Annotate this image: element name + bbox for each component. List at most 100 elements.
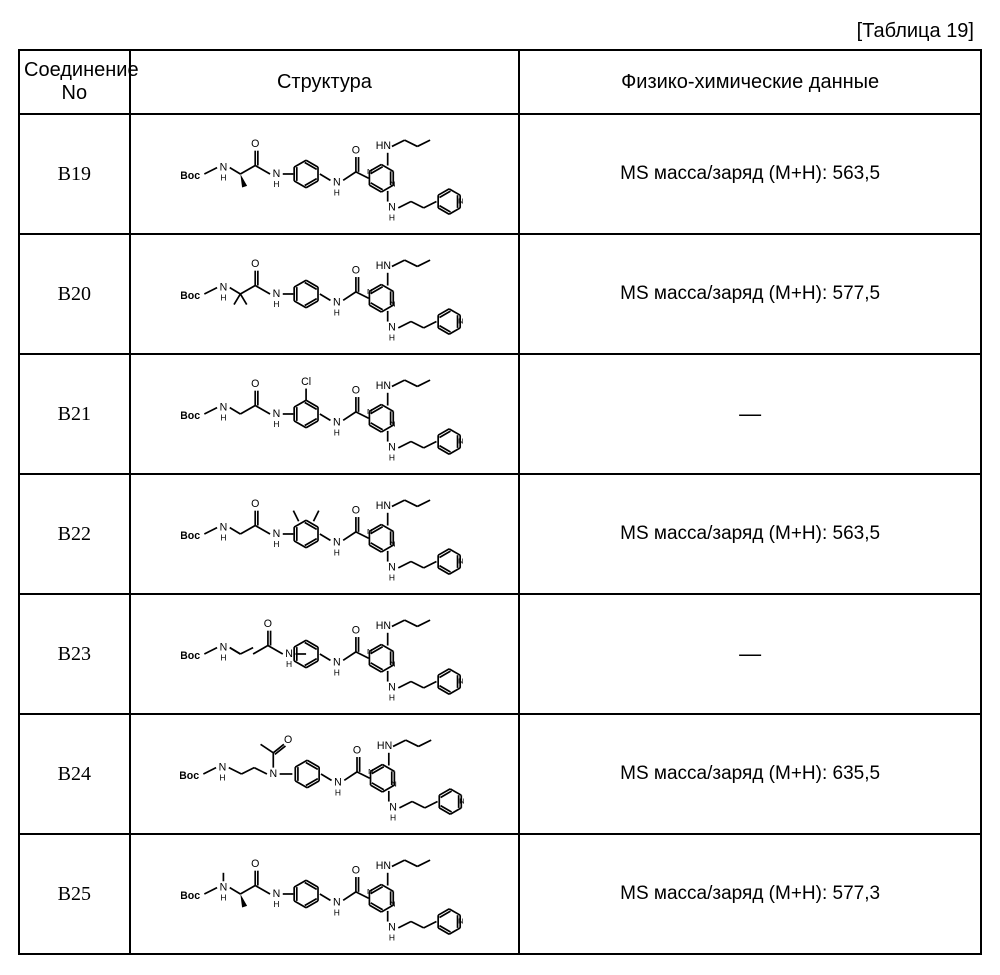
svg-text:H: H — [220, 532, 226, 542]
table-body: B19BocNHONHNHONNHNNHNMS масса/заряд (M+H… — [19, 114, 981, 954]
table-row: B21BocNHONHClNHONNHNNHN— — [19, 354, 981, 474]
svg-text:H: H — [390, 813, 396, 823]
svg-text:H: H — [220, 652, 226, 662]
molecule-diagram: BocNHONHNHONNHNNHN — [131, 475, 519, 593]
table-row: B24BocNHNONHONNHNNHNMS масса/заряд (M+H)… — [19, 714, 981, 834]
svg-text:H: H — [389, 453, 395, 463]
compound-id: B21 — [19, 354, 130, 474]
compound-id: B25 — [19, 834, 130, 954]
svg-text:N: N — [459, 797, 464, 806]
svg-text:H: H — [335, 787, 341, 797]
molecule-diagram: BocNHONHNHONNHNNHN — [131, 595, 519, 713]
svg-text:Boc: Boc — [181, 530, 200, 542]
svg-text:N: N — [390, 900, 395, 909]
svg-text:O: O — [251, 138, 259, 150]
svg-text:H: H — [389, 333, 395, 343]
svg-text:H: H — [273, 299, 279, 309]
svg-text:O: O — [353, 744, 361, 756]
phys-chem-data: — — [519, 594, 981, 714]
svg-text:H: H — [334, 187, 340, 197]
svg-text:N: N — [367, 887, 372, 896]
svg-text:H: H — [389, 693, 395, 703]
svg-text:H: H — [334, 907, 340, 917]
svg-text:H: H — [220, 292, 226, 302]
svg-text:O: O — [284, 734, 292, 746]
svg-text:H: H — [389, 933, 395, 943]
molecule-diagram: BocNHONHNHONNHNNHN — [131, 115, 519, 233]
compound-id: B20 — [19, 234, 130, 354]
svg-text:H: H — [273, 179, 279, 189]
molecule-diagram: BocNHONHNHONNHNNHN — [131, 835, 519, 953]
svg-text:N: N — [390, 540, 395, 549]
header-structure: Структура — [130, 50, 520, 114]
svg-text:Boc: Boc — [180, 770, 199, 782]
header-id: Соединение No — [19, 50, 130, 114]
svg-text:N: N — [458, 557, 463, 566]
svg-text:Boc: Boc — [181, 170, 200, 182]
svg-text:O: O — [352, 384, 360, 396]
table-caption: [Таблица 19] — [18, 20, 982, 43]
table-row: B22BocNHONHNHONNHNNHNMS масса/заряд (M+H… — [19, 474, 981, 594]
svg-text:H: H — [273, 419, 279, 429]
svg-text:O: O — [251, 498, 259, 510]
molecule-diagram: BocNHONHClNHONNHNNHN — [131, 355, 519, 473]
svg-text:O: O — [251, 378, 259, 390]
svg-text:H: H — [273, 539, 279, 549]
phys-chem-data: MS масса/заряд (M+H): 563,5 — [519, 474, 981, 594]
svg-text:N: N — [390, 300, 395, 309]
phys-chem-data: — — [519, 354, 981, 474]
svg-text:H: H — [389, 573, 395, 583]
svg-text:O: O — [352, 864, 360, 876]
svg-text:Boc: Boc — [181, 890, 200, 902]
svg-text:Cl: Cl — [301, 376, 311, 388]
compound-table: Соединение No Структура Физико-химически… — [18, 49, 982, 955]
svg-text:Boc: Boc — [181, 410, 200, 422]
svg-text:O: O — [251, 858, 259, 870]
structure-cell: BocNHONHNHONNHNNHN — [130, 594, 520, 714]
svg-text:H: H — [334, 547, 340, 557]
svg-text:H: H — [220, 412, 226, 422]
compound-id: B19 — [19, 114, 130, 234]
svg-text:O: O — [264, 618, 272, 630]
svg-text:N: N — [367, 407, 372, 416]
phys-chem-data: MS масса/заряд (M+H): 577,3 — [519, 834, 981, 954]
header-data: Физико-химические данные — [519, 50, 981, 114]
svg-text:N: N — [458, 317, 463, 326]
svg-text:HN: HN — [376, 380, 391, 392]
svg-text:O: O — [352, 504, 360, 516]
svg-text:N: N — [458, 917, 463, 926]
compound-id: B22 — [19, 474, 130, 594]
svg-text:H: H — [220, 172, 226, 182]
structure-cell: BocNHNONHONNHNNHN — [130, 714, 520, 834]
svg-text:H: H — [334, 307, 340, 317]
table-row: B23BocNHONHNHONNHNNHN— — [19, 594, 981, 714]
svg-text:HN: HN — [376, 500, 391, 512]
molecule-diagram: BocNHNONHONNHNNHN — [131, 715, 519, 833]
svg-text:O: O — [352, 624, 360, 636]
svg-text:HN: HN — [377, 740, 392, 752]
svg-text:N: N — [367, 287, 372, 296]
svg-text:N: N — [390, 180, 395, 189]
svg-text:H: H — [389, 213, 395, 223]
svg-text:H: H — [286, 659, 292, 669]
phys-chem-data: MS масса/заряд (M+H): 563,5 — [519, 114, 981, 234]
svg-text:N: N — [458, 437, 463, 446]
svg-text:N: N — [367, 527, 372, 536]
svg-text:N: N — [390, 420, 395, 429]
svg-text:N: N — [458, 197, 463, 206]
molecule-diagram: BocNHONHNHONNHNNHN — [131, 235, 519, 353]
svg-text:Boc: Boc — [181, 290, 200, 302]
svg-text:HN: HN — [376, 620, 391, 632]
compound-id: B23 — [19, 594, 130, 714]
table-row: B25BocNHONHNHONNHNNHNMS масса/заряд (M+H… — [19, 834, 981, 954]
svg-text:HN: HN — [376, 140, 391, 152]
svg-text:H: H — [334, 667, 340, 677]
svg-text:H: H — [334, 427, 340, 437]
svg-text:H: H — [273, 899, 279, 909]
structure-cell: BocNHONHNHONNHNNHN — [130, 114, 520, 234]
svg-text:O: O — [352, 144, 360, 156]
svg-text:HN: HN — [376, 260, 391, 272]
table-row: B19BocNHONHNHONNHNNHNMS масса/заряд (M+H… — [19, 114, 981, 234]
svg-text:H: H — [219, 772, 225, 782]
svg-text:N: N — [269, 768, 277, 780]
